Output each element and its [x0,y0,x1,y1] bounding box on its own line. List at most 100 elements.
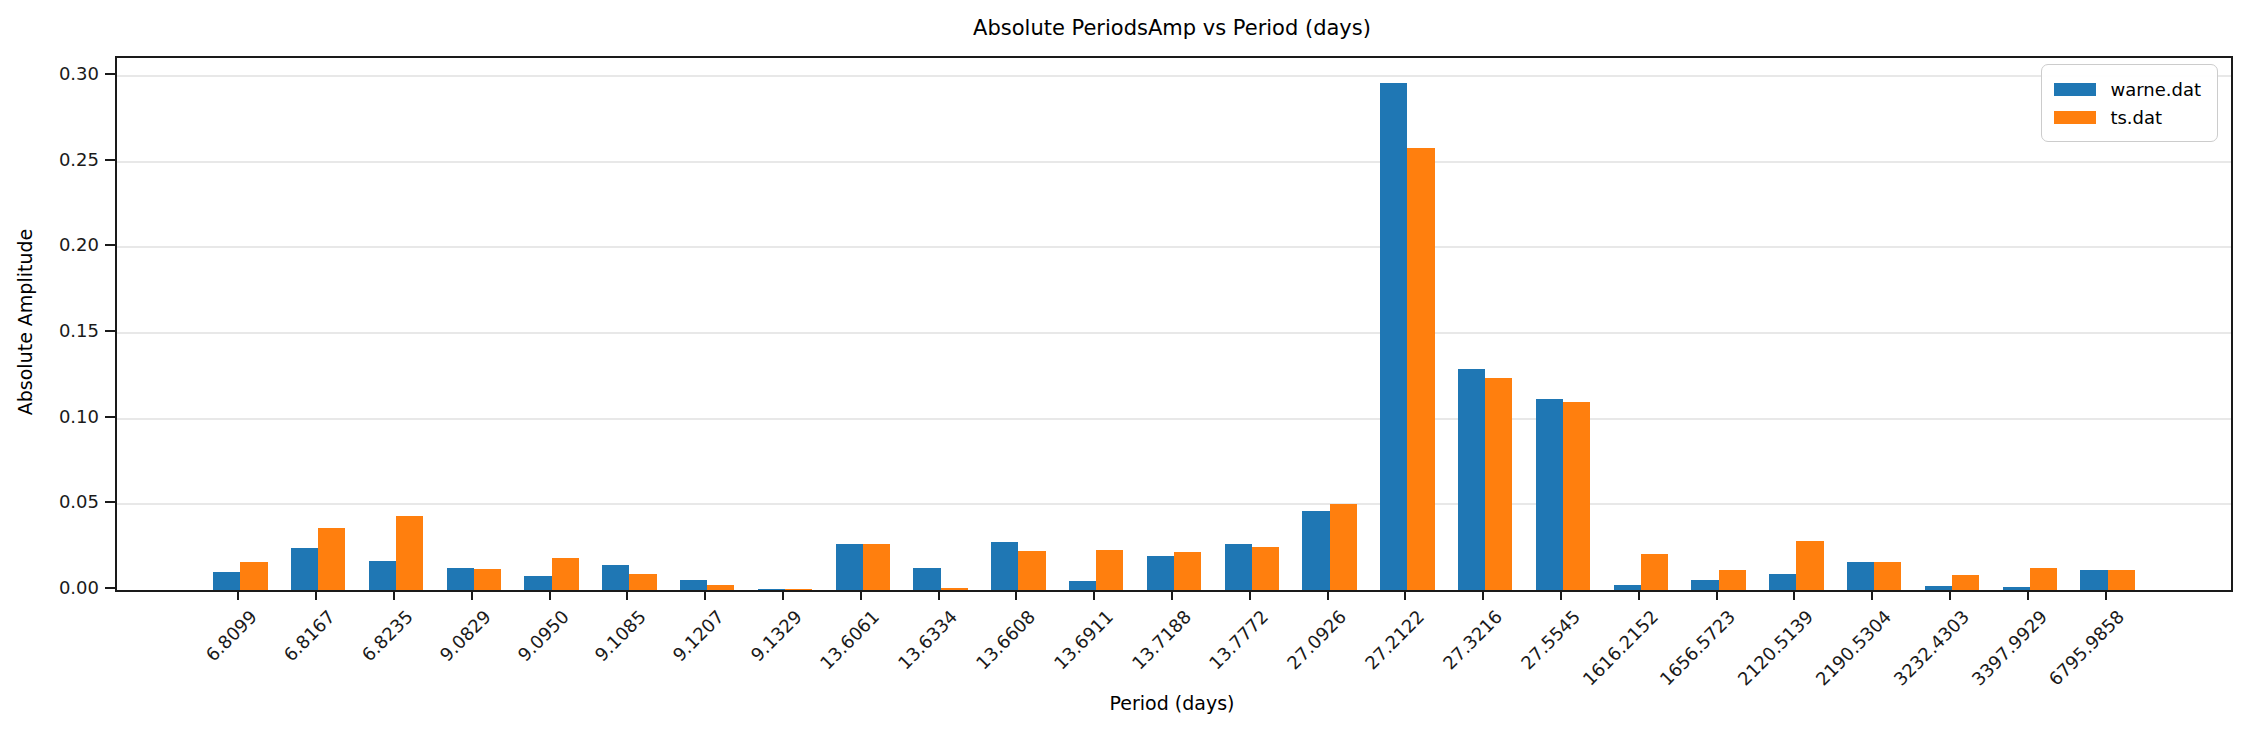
x-tick-label: 9.0829 [435,606,494,665]
x-tick-mark [704,590,706,600]
x-tick-mark [782,590,784,600]
x-tick-mark [1949,590,1951,600]
bar-ts.dat-3397.9929 [2030,568,2057,590]
legend-swatch-icon [2054,83,2096,96]
x-tick-mark [1560,590,1562,600]
x-tick-mark [1793,590,1795,600]
x-tick-mark [2027,590,2029,600]
legend-label: warne.dat [2110,79,2201,100]
legend-entry-ts.dat: ts.dat [2054,103,2201,131]
bar-warne.dat-2120.5139 [1769,574,1796,590]
bar-ts.dat-1616.2152 [1641,554,1668,590]
bar-ts.dat-2190.5304 [1874,562,1901,590]
x-tick-label: 27.2122 [1361,606,1428,673]
y-tick-label: 0.10 [0,405,99,429]
gridline [117,332,2231,334]
y-tick-mark [105,416,115,418]
bar-warne.dat-27.0926 [1302,511,1329,590]
x-tick-label: 6.8099 [202,606,261,665]
bar-ts.dat-9.1329 [785,589,812,590]
bar-ts.dat-13.7772 [1252,547,1279,590]
bar-warne.dat-13.6911 [1069,581,1096,590]
gridline [117,503,2231,505]
bar-ts.dat-27.3216 [1485,378,1512,590]
x-tick-mark [860,590,862,600]
x-tick-label: 13.6608 [972,606,1039,673]
x-tick-label: 13.6911 [1050,606,1117,673]
x-tick-mark [315,590,317,600]
bar-warne.dat-6.8235 [369,561,396,590]
bar-ts.dat-13.6334 [941,588,968,590]
x-tick-label: 9.1329 [746,606,805,665]
gridline [117,246,2231,248]
bar-warne.dat-9.1085 [602,565,629,590]
bar-ts.dat-9.0829 [474,569,501,590]
x-tick-mark [1404,590,1406,600]
y-tick-label: 0.30 [0,62,99,86]
bar-warne.dat-27.3216 [1458,369,1485,590]
bar-ts.dat-9.1207 [707,585,734,590]
bar-ts.dat-3232.4303 [1952,575,1979,590]
x-tick-label: 13.6061 [816,606,883,673]
x-tick-mark [1327,590,1329,600]
bar-ts.dat-13.6061 [863,544,890,590]
bar-warne.dat-6.8099 [213,572,240,590]
plot-area [115,56,2233,592]
bar-warne.dat-3397.9929 [2003,587,2030,590]
x-tick-label: 13.7772 [1205,606,1272,673]
bar-ts.dat-9.1085 [629,574,656,590]
x-tick-label: 27.5545 [1516,606,1583,673]
gridline [117,161,2231,163]
x-tick-mark [1482,590,1484,600]
x-tick-mark [1093,590,1095,600]
y-tick-label: 0.25 [0,148,99,172]
x-tick-label: 3232.4303 [1889,606,1973,690]
bar-warne.dat-1616.2152 [1614,585,1641,590]
bar-ts.dat-6.8167 [318,528,345,590]
x-tick-mark [1249,590,1251,600]
bar-ts.dat-6.8235 [396,516,423,590]
legend: warne.dat ts.dat [2041,64,2218,142]
x-tick-mark [1716,590,1718,600]
bar-warne.dat-27.5545 [1536,399,1563,590]
bar-warne.dat-13.6334 [913,568,940,590]
x-tick-mark [626,590,628,600]
y-tick-label: 0.15 [0,319,99,343]
x-tick-mark [2105,590,2107,600]
bar-ts.dat-13.7188 [1174,552,1201,590]
x-tick-label: 6.8167 [280,606,339,665]
x-tick-label: 13.7188 [1127,606,1194,673]
legend-entry-warne.dat: warne.dat [2054,75,2201,103]
y-tick-mark [105,159,115,161]
x-tick-label: 2120.5139 [1734,606,1818,690]
bar-warne.dat-3232.4303 [1925,586,1952,590]
bar-warne.dat-13.7772 [1225,544,1252,590]
y-tick-mark [105,73,115,75]
x-tick-label: 1616.2152 [1578,606,1662,690]
bar-ts.dat-2120.5139 [1796,541,1823,590]
bar-warne.dat-9.0950 [524,576,551,590]
bar-ts.dat-6.8099 [240,562,267,590]
bar-ts.dat-6795.9858 [2108,570,2135,590]
x-tick-mark [1171,590,1173,600]
bar-ts.dat-27.0926 [1330,504,1357,590]
bar-ts.dat-27.5545 [1563,402,1590,590]
bar-ts.dat-1656.5723 [1719,570,1746,590]
x-tick-label: 9.1085 [591,606,650,665]
y-tick-label: 0.05 [0,490,99,514]
y-tick-label: 0.00 [0,576,99,600]
bar-warne.dat-9.1329 [758,589,785,590]
x-tick-mark [549,590,551,600]
bar-warne.dat-2190.5304 [1847,562,1874,590]
bar-warne.dat-6795.9858 [2080,570,2107,590]
bar-ts.dat-13.6608 [1018,551,1045,590]
x-tick-mark [1638,590,1640,600]
x-tick-label: 13.6334 [894,606,961,673]
x-tick-mark [471,590,473,600]
x-tick-mark [1015,590,1017,600]
y-tick-mark [105,587,115,589]
x-tick-label: 27.3216 [1439,606,1506,673]
bar-ts.dat-9.0950 [552,558,579,590]
x-axis-label: Period (days) [115,692,2229,714]
legend-label: ts.dat [2110,107,2162,128]
